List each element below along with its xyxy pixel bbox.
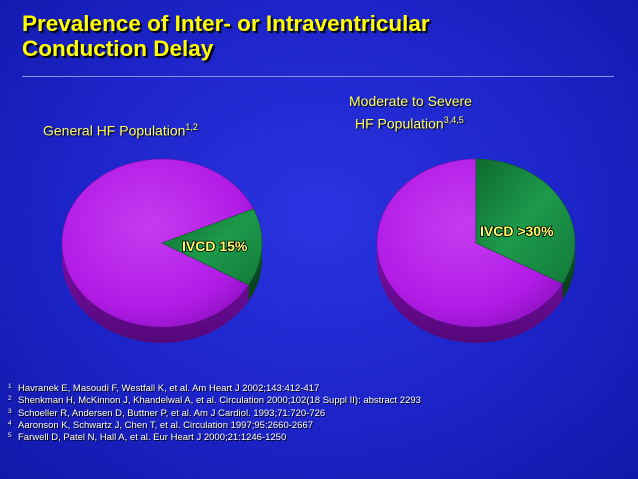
pie-slice-other-1 (376, 158, 564, 328)
title-line-1: Prevalence of Inter- or Intraventricular (22, 11, 430, 36)
reference-number: 4 (8, 419, 12, 427)
reference-number: 2 (8, 395, 12, 403)
pie-side-0 (62, 243, 262, 343)
pie-side-ivcd-0 (248, 243, 262, 301)
reference-3: 3 Schoeller R, Andersen D, Buttner P, et … (8, 408, 421, 420)
right-pie: IVCD >30% (376, 158, 576, 343)
pie-side-ivcd-1 (562, 243, 575, 300)
pie-side-1 (377, 243, 575, 343)
reference-text: Schoeller R, Andersen D, Buttner P, et a… (18, 407, 326, 419)
reference-number: 3 (8, 407, 12, 415)
reference-number: 5 (8, 432, 12, 440)
reference-2: 2 Shenkman H, McKinnon J, Khandelwal A, e… (8, 395, 421, 407)
reference-text: Havranek E, Masoudi F, Westfall K, et al… (18, 383, 320, 394)
references: 1 Havranek E, Masoudi F, Westfall K, et a… (8, 383, 421, 444)
left-chart-title: General HF Population1,2 (43, 118, 198, 140)
title-divider (22, 76, 614, 77)
right-chart-title-line-1-text: Moderate to Severe (349, 93, 472, 109)
left-chart-title-superscript: 1,2 (185, 122, 198, 132)
slide-title: Prevalence of Inter- or Intraventricular… (22, 11, 622, 61)
title-line-2: Conduction Delay (22, 36, 214, 61)
reference-number: 1 (8, 383, 12, 390)
right-chart-title-line-2-text: HF Population (355, 115, 444, 132)
right-chart-title-line-2: HF Population3,4,5 (355, 111, 464, 133)
reference-text: Farwell D, Patel N, Hall A, et al. Eur H… (18, 432, 287, 444)
right-chart-title-line-1: Moderate to Severe (349, 92, 472, 110)
left-pie: IVCD 15% (61, 158, 263, 343)
reference-text: Aaronson K, Schwartz J, Chen T, et al. C… (18, 419, 314, 431)
reference-1: 1 Havranek E, Masoudi F, Westfall K, et a… (8, 383, 421, 395)
reference-4: 4 Aaronson K, Schwartz J, Chen T, et al. … (8, 420, 421, 432)
pie-label-ivcd-0: IVCD 15% (182, 238, 248, 254)
left-chart-title-text: General HF Population (43, 122, 186, 139)
reference-text: Shenkman H, McKinnon J, Khandelwal A, et… (18, 395, 421, 407)
pie-slice-ivcd-0 (161, 208, 263, 286)
pie-slice-other-0 (61, 158, 254, 328)
pie-label-ivcd-1: IVCD >30% (480, 223, 554, 239)
right-chart-title-superscript: 3,4,5 (443, 115, 464, 125)
pie-slice-ivcd-1 (475, 158, 576, 284)
reference-5: 5 Farwell D, Patel N, Hall A, et al. Eur … (8, 432, 421, 444)
